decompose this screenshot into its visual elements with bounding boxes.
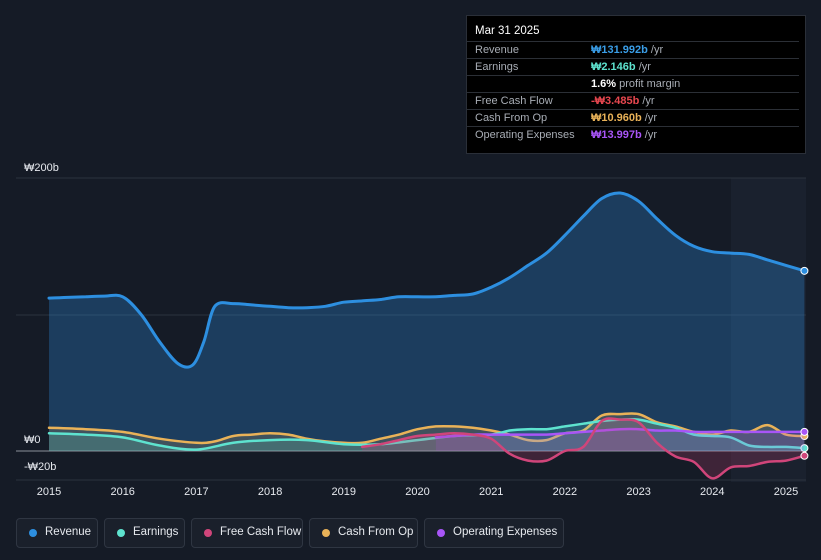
series-line-earnings	[47, 417, 806, 451]
tooltip-panel: Mar 31 2025 Revenue ₩131.992b /yr Earnin…	[466, 15, 806, 154]
tooltip-unit: /yr	[639, 95, 655, 107]
legend-label: Free Cash Flow	[220, 526, 302, 538]
tooltip-unit: /yr	[641, 112, 658, 124]
legend-dot-icon	[204, 529, 212, 537]
tooltip-value: ₩131.992b	[591, 44, 648, 56]
tooltip-row-opex: Operating Expenses ₩13.997b /yr	[467, 126, 799, 144]
x-tick-label: 2019	[332, 486, 356, 498]
series-line-revenue	[47, 191, 806, 369]
x-tick-label: 2021	[479, 486, 503, 498]
legend-label: Operating Expenses	[453, 526, 558, 538]
legend-dot-icon	[322, 529, 330, 537]
legend-free-cash-flow[interactable]: Free Cash Flow	[191, 518, 303, 548]
legend-dot-icon	[117, 529, 125, 537]
y-tick-label: ₩200b	[24, 162, 59, 174]
series-endpoint-earnings	[800, 444, 809, 453]
tooltip-label: Free Cash Flow	[475, 95, 553, 107]
series-line-operating-expenses	[434, 427, 806, 439]
tooltip-unit: /yr	[635, 61, 651, 73]
tooltip-unit: /yr	[647, 44, 664, 56]
tooltip-label: Operating Expenses	[475, 129, 575, 141]
series-endpoint-free-cash-flow	[800, 451, 809, 460]
legend-revenue[interactable]: Revenue	[16, 518, 98, 548]
legend-label: Cash From Op	[338, 526, 414, 538]
legend-earnings[interactable]: Earnings	[104, 518, 185, 548]
tooltip-unit: /yr	[641, 129, 658, 141]
x-tick-label: 2016	[110, 486, 134, 498]
tooltip-label: Revenue	[475, 44, 520, 56]
x-tick-label: 2018	[258, 486, 282, 498]
tooltip-row-earnings: Earnings ₩2.146b /yr	[467, 58, 799, 76]
legend-dot-icon	[437, 529, 445, 537]
tooltip-row-fcf: Free Cash Flow -₩3.485b /yr	[467, 92, 799, 110]
tooltip-date: Mar 31 2025	[475, 25, 540, 37]
x-tick-label: 2023	[626, 486, 650, 498]
tooltip-value: -₩3.485b	[591, 95, 640, 107]
x-tick-label: 2015	[37, 486, 61, 498]
tooltip-value: 1.6%	[591, 78, 617, 90]
legend-label: Revenue	[45, 526, 92, 538]
y-tick-label: ₩0	[24, 434, 41, 446]
tooltip-row-revenue: Revenue ₩131.992b /yr	[467, 41, 799, 59]
tooltip-value: ₩13.997b	[591, 129, 642, 141]
x-tick-label: 2017	[184, 486, 208, 498]
x-tick-label: 2025	[774, 486, 798, 498]
series-area-operating-expenses	[435, 428, 805, 451]
series-endpoint-revenue	[800, 266, 809, 275]
y-tick-label: -₩20b	[24, 461, 56, 473]
tooltip-label: Earnings	[475, 61, 519, 73]
tooltip-unit: profit margin	[616, 78, 681, 90]
series-line-free-cash-flow	[360, 417, 806, 480]
series-endpoint-operating-expenses	[800, 427, 809, 436]
legend-dot-icon	[29, 529, 37, 537]
legend-label: Earnings	[133, 526, 179, 538]
tooltip-label: Cash From Op	[475, 112, 548, 124]
x-tick-label: 2022	[553, 486, 577, 498]
tooltip-row-cfo: Cash From Op ₩10.960b /yr	[467, 109, 799, 127]
x-tick-label: 2020	[405, 486, 429, 498]
tooltip-value: ₩10.960b	[591, 112, 642, 124]
x-tick-label: 2024	[700, 486, 724, 498]
tooltip-value: ₩2.146b	[591, 61, 636, 73]
legend-cash-from-op[interactable]: Cash From Op	[309, 518, 418, 548]
legend-operating-expenses[interactable]: Operating Expenses	[424, 518, 564, 548]
series-area-revenue	[49, 192, 805, 451]
tooltip-row-margin: 1.6% profit margin	[467, 75, 799, 93]
